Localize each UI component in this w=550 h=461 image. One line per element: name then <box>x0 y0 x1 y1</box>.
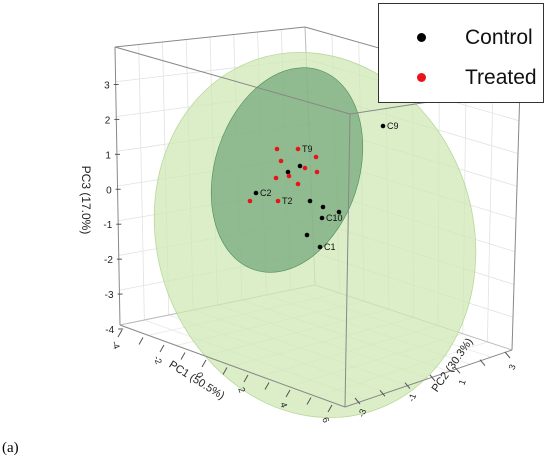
legend-marker-treated <box>417 73 426 82</box>
data-point-treated <box>286 173 292 179</box>
point-label: C2 <box>260 188 272 198</box>
data-point-treated <box>295 146 301 152</box>
y-tick <box>379 390 386 397</box>
x-tick-label: 4 <box>278 401 289 409</box>
data-point-control <box>319 215 325 221</box>
box-edge <box>114 46 351 115</box>
data-point-control <box>380 123 386 129</box>
x-tick <box>138 337 144 345</box>
grid-line <box>486 80 494 342</box>
z-tick-label: 3 <box>104 80 110 91</box>
data-points: C9 C10 C1 C2 T9 T2 <box>247 121 399 252</box>
data-point-treated <box>302 165 308 171</box>
data-point-treated <box>247 198 253 204</box>
data-point-control <box>253 190 259 196</box>
data-point-treated <box>278 158 284 164</box>
y-tick <box>454 367 461 374</box>
x-tick-label: -4 <box>110 339 122 350</box>
z-tick-label: -1 <box>103 220 112 231</box>
box-front-edges <box>114 26 521 408</box>
x-tick <box>327 404 333 413</box>
data-point-control <box>320 204 326 210</box>
x-tick-label: 6 <box>320 416 331 424</box>
point-label: C10 <box>326 213 343 223</box>
x-tick <box>285 389 291 398</box>
x-tick <box>201 359 207 368</box>
data-point-treated <box>295 181 301 187</box>
x-tick-label: 0 <box>194 371 205 379</box>
z-tick-label: -3 <box>105 290 114 301</box>
x-tick <box>243 374 249 383</box>
box-edge <box>511 87 521 351</box>
x-tick <box>264 382 270 390</box>
point-label: T2 <box>282 196 293 206</box>
x-tick <box>117 329 123 338</box>
data-point-treated <box>273 175 279 181</box>
data-point-treated <box>275 198 281 204</box>
data-point-treated <box>274 146 280 152</box>
y-tick-label: 1 <box>457 378 468 386</box>
data-point-treated <box>313 154 319 160</box>
y-tick <box>504 351 511 359</box>
x-tick <box>159 344 165 353</box>
box-edge <box>344 113 351 408</box>
legend: Control Treated <box>378 3 544 103</box>
box-edge <box>114 46 121 326</box>
x-tick <box>222 367 228 375</box>
y-tick-label: -3 <box>356 407 368 418</box>
y-tick <box>479 359 486 366</box>
point-label: C1 <box>324 242 336 252</box>
x-tick-label: 2 <box>236 386 247 394</box>
y-tick-label: 3 <box>507 363 518 371</box>
point-label: T9 <box>302 144 313 154</box>
legend-item-treated: Treated <box>379 66 543 90</box>
data-point-control <box>304 232 310 238</box>
y-tick <box>404 382 411 389</box>
z-tick-label: 0 <box>106 185 112 196</box>
legend-marker-control <box>417 33 426 42</box>
box-edge <box>344 349 513 408</box>
z-tick-label: -4 <box>105 325 114 336</box>
box-edge <box>114 26 306 48</box>
y-tick <box>429 374 436 382</box>
x-tick <box>180 352 186 360</box>
z-axis-label: PC3 (17.0%) <box>79 166 93 235</box>
box-edge <box>119 324 346 408</box>
point-label: C9 <box>387 121 399 131</box>
z-tick-label: 2 <box>105 115 111 126</box>
z-tick-label: 1 <box>105 150 111 161</box>
x-tick <box>306 397 312 405</box>
legend-label-control: Control <box>465 26 533 49</box>
data-point-control <box>297 163 303 169</box>
legend-label-treated: Treated <box>465 66 537 89</box>
data-point-treated <box>314 169 320 175</box>
panel-label: (a) <box>2 440 19 456</box>
z-tick-label: -2 <box>104 255 113 266</box>
data-point-control <box>317 244 323 250</box>
legend-item-control: Control <box>379 26 543 50</box>
y-tick-label: -1 <box>406 392 418 403</box>
x-tick-label: -2 <box>152 354 164 365</box>
data-point-control <box>307 198 313 204</box>
data-point-control <box>336 209 342 215</box>
data-point-control <box>285 169 291 175</box>
y-tick <box>354 397 361 405</box>
